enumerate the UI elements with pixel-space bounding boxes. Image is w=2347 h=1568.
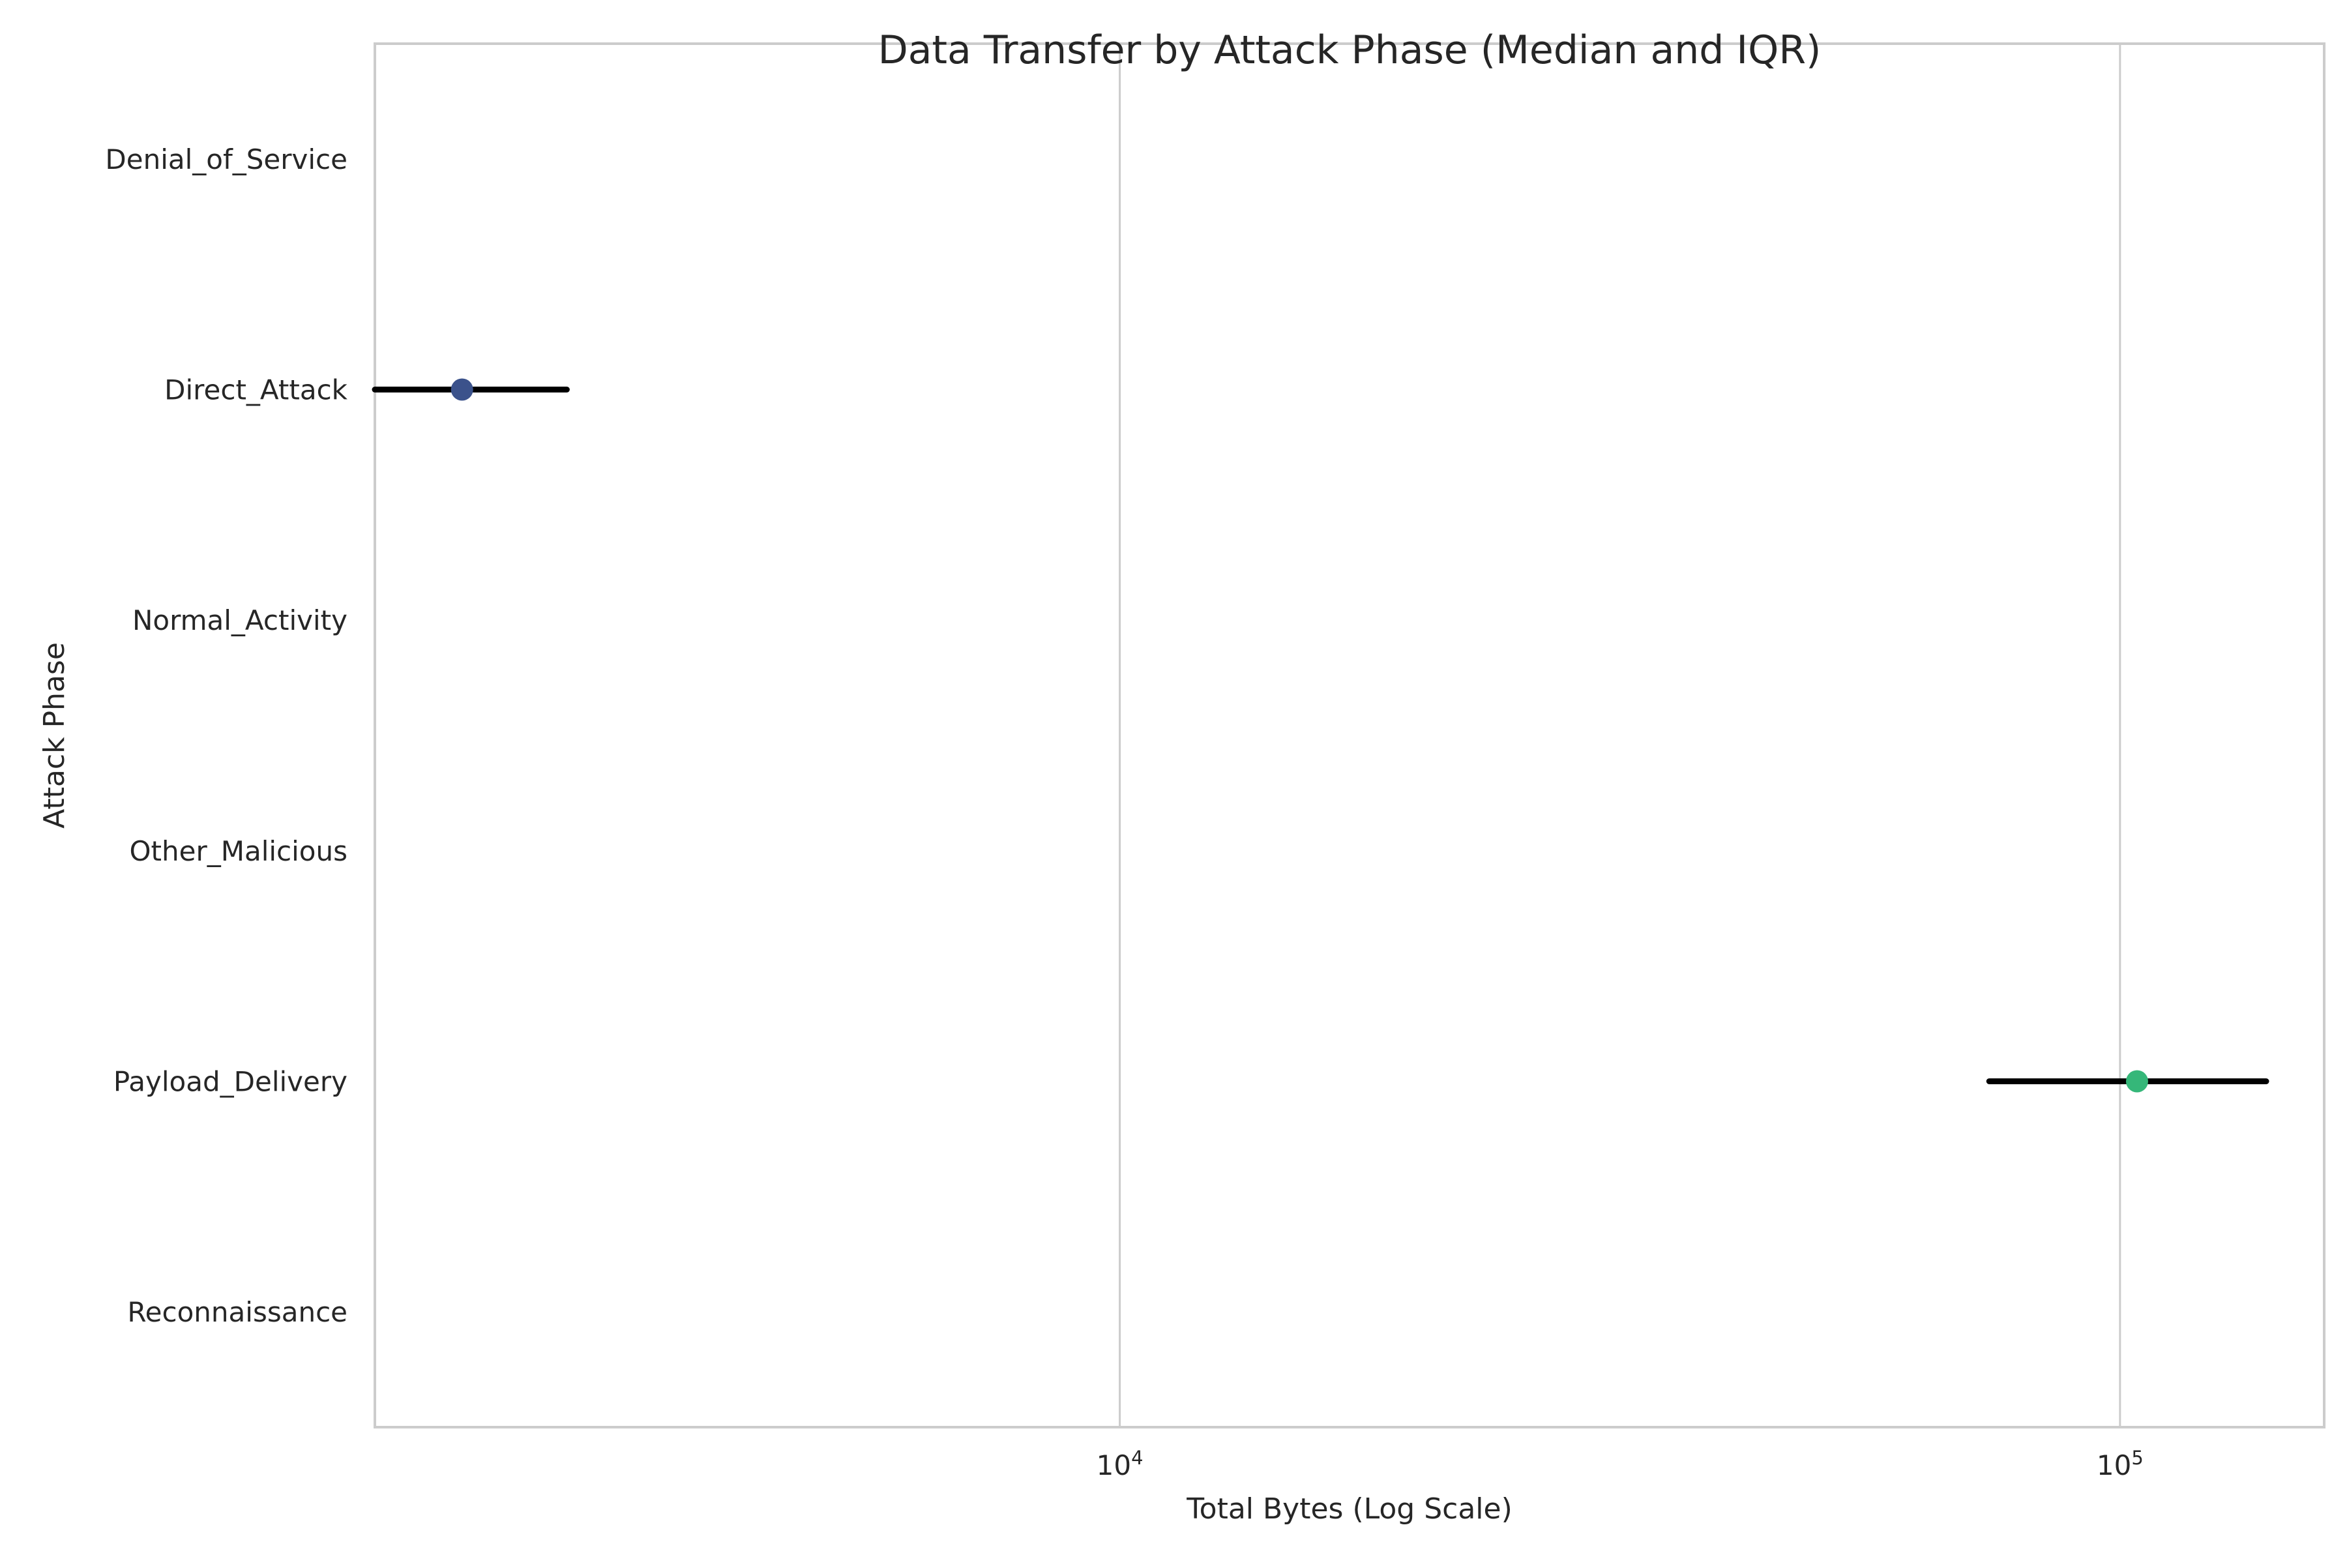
x-tick-labels: 104 105 bbox=[1097, 1447, 2144, 1481]
y-tick-label: Payload_Delivery bbox=[113, 1066, 347, 1098]
y-tick-label: Reconnaissance bbox=[127, 1296, 347, 1328]
x-tick-label: 104 bbox=[1097, 1447, 1144, 1481]
median-point bbox=[450, 378, 473, 401]
x-axis-label: Total Bytes (Log Scale) bbox=[1186, 1492, 1513, 1526]
marks-layer bbox=[372, 378, 2269, 1093]
grid-layer bbox=[1119, 44, 2121, 1427]
y-tick-label: Normal_Activity bbox=[132, 604, 347, 636]
plot-frame bbox=[374, 42, 2325, 1428]
y-tick-label: Other_Malicious bbox=[129, 835, 347, 867]
y-tick-labels: Denial_of_Service Direct_Attack Normal_Act… bbox=[105, 143, 347, 1328]
y-axis-label: Attack Phase bbox=[38, 642, 71, 829]
median-point bbox=[2125, 1070, 2148, 1093]
y-tick-label: Denial_of_Service bbox=[105, 143, 347, 175]
x-tick-label: 105 bbox=[2097, 1447, 2144, 1481]
y-tick-label: Direct_Attack bbox=[164, 374, 348, 406]
chart-title: Data Transfer by Attack Phase (Median an… bbox=[878, 27, 1822, 73]
